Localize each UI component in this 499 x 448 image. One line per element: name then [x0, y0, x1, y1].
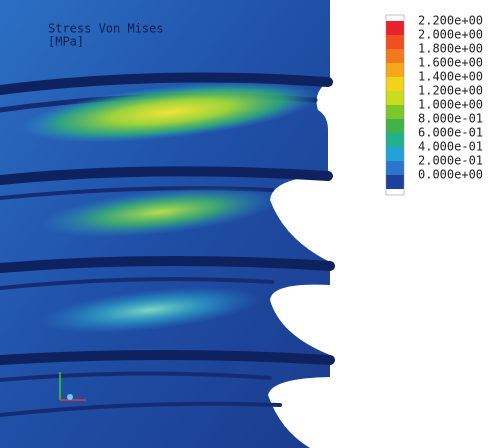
fea-view: Stress Von Mises [MPa] 2.200e+002.000e+0… [0, 0, 499, 448]
legend-swatch [386, 35, 404, 49]
page: Stress Von Mises [MPa] 2.200e+002.000e+0… [0, 0, 499, 448]
result-unit: [MPa] [48, 35, 84, 49]
legend-swatch [386, 77, 404, 91]
legend-swatch [386, 49, 404, 63]
legend-swatch [386, 21, 404, 35]
legend-label: 8.000e-01 [418, 112, 483, 126]
legend-swatch [386, 91, 404, 105]
legend-swatch [386, 133, 404, 147]
result-title: Stress Von Mises [48, 22, 164, 36]
legend-label: 1.600e+00 [418, 56, 483, 70]
legend-label: 2.000e-01 [418, 154, 483, 168]
legend-swatch [386, 161, 404, 175]
legend-label: 1.000e+00 [418, 98, 483, 112]
legend-swatch [386, 119, 404, 133]
legend-label: 1.200e+00 [418, 84, 483, 98]
legend-swatch [386, 175, 404, 189]
legend-label: 1.800e+00 [418, 42, 483, 56]
legend-label: 1.400e+00 [418, 70, 483, 84]
legend-label: 2.000e+00 [418, 28, 483, 42]
legend-label: 2.200e+00 [418, 14, 483, 28]
legend-label: 6.000e-01 [418, 126, 483, 140]
legend-label: 4.000e-01 [418, 140, 483, 154]
legend: 2.200e+002.000e+001.800e+001.600e+001.40… [386, 14, 483, 196]
legend-swatch [386, 105, 404, 119]
legend-swatch [386, 147, 404, 161]
legend-label: 0.000e+00 [418, 168, 483, 182]
legend-swatch [386, 63, 404, 77]
